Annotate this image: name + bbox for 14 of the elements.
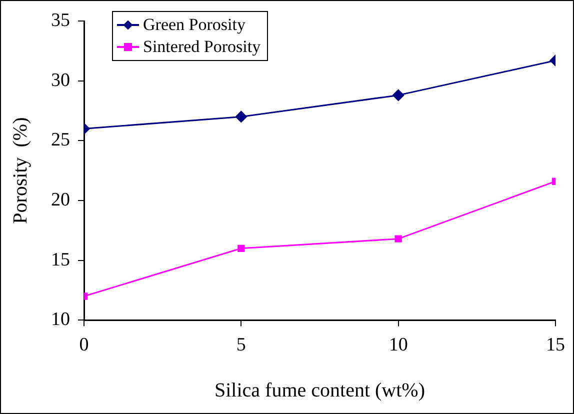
y-tick-label: 25 [51, 130, 70, 151]
y-tick-label: 35 [51, 10, 70, 31]
legend-label: Sintered Porosity [143, 36, 261, 58]
y-tick-label: 10 [51, 309, 70, 330]
x-tick-label: 15 [546, 334, 565, 356]
y-tick-label: 30 [51, 70, 70, 91]
y-axis-title: Porosity (%) [9, 117, 32, 224]
x-tick-label: 5 [236, 334, 246, 356]
x-tick-label: 0 [79, 334, 89, 356]
legend-label: Green Porosity [143, 14, 246, 36]
x-axis-title: Silica fume content (wt%) [214, 379, 425, 402]
y-tick-label: 20 [51, 190, 70, 211]
y-tick-label: 15 [51, 249, 70, 270]
x-tick-label: 10 [388, 334, 408, 356]
